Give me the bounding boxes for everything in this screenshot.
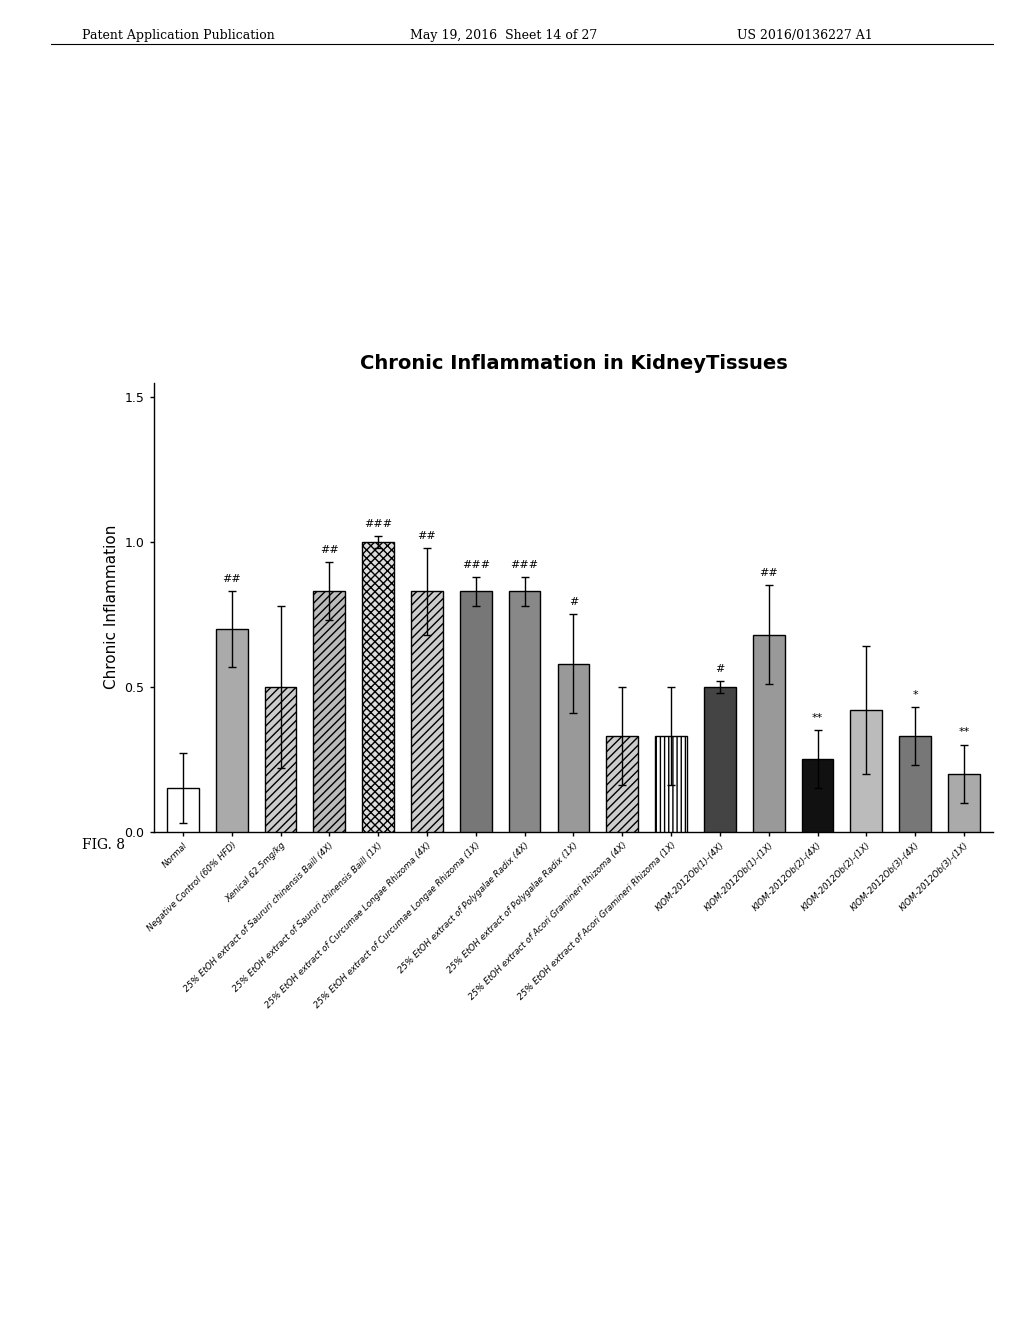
Bar xyxy=(558,664,589,832)
Text: **: ** xyxy=(812,713,823,723)
Text: ###: ### xyxy=(511,560,539,569)
Text: ##: ## xyxy=(319,545,339,556)
Bar xyxy=(753,635,784,832)
Bar xyxy=(216,628,248,832)
Bar xyxy=(606,737,638,832)
Bar xyxy=(899,737,931,832)
Bar xyxy=(509,591,541,832)
Text: #: # xyxy=(568,597,579,607)
Bar xyxy=(264,686,296,832)
Bar xyxy=(313,591,345,832)
Bar xyxy=(802,759,834,832)
Text: #: # xyxy=(715,664,725,673)
Bar xyxy=(167,788,199,832)
Bar xyxy=(705,686,736,832)
Text: May 19, 2016  Sheet 14 of 27: May 19, 2016 Sheet 14 of 27 xyxy=(410,29,597,42)
Text: ##: ## xyxy=(760,568,778,578)
Title: Chronic Inflammation in KidneyTissues: Chronic Inflammation in KidneyTissues xyxy=(359,354,787,374)
Text: *: * xyxy=(912,690,918,700)
Bar xyxy=(411,591,442,832)
Text: ###: ### xyxy=(462,560,489,569)
Text: ##: ## xyxy=(418,531,436,541)
Bar xyxy=(948,774,980,832)
Bar xyxy=(460,591,492,832)
Bar xyxy=(655,737,687,832)
Bar xyxy=(851,710,883,832)
Text: FIG. 8: FIG. 8 xyxy=(82,838,125,853)
Y-axis label: Chronic Inflammation: Chronic Inflammation xyxy=(104,525,119,689)
Bar xyxy=(362,543,394,832)
Text: Patent Application Publication: Patent Application Publication xyxy=(82,29,274,42)
Text: ###: ### xyxy=(365,519,392,529)
Text: ##: ## xyxy=(222,574,241,583)
Text: US 2016/0136227 A1: US 2016/0136227 A1 xyxy=(737,29,873,42)
Text: **: ** xyxy=(958,727,970,738)
